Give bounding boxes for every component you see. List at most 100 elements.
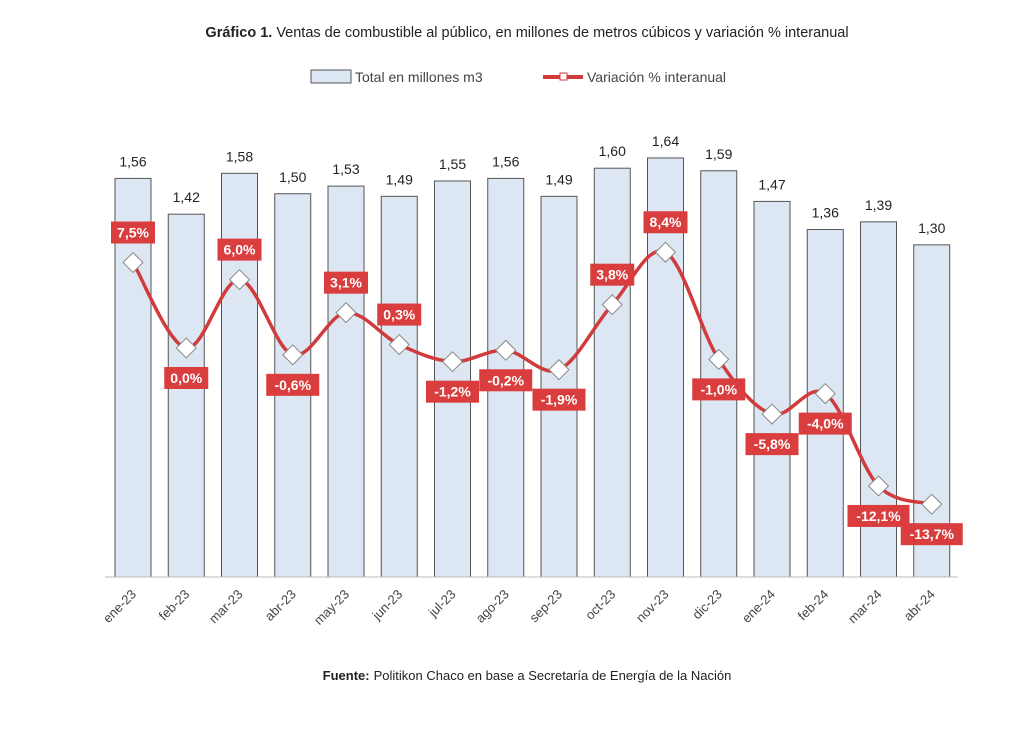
variation-marker [921,493,943,515]
bar-value-label: 1,49 [386,171,413,187]
variation-marker [228,268,251,291]
bar [540,195,578,578]
x-tick-label: mar-23 [206,587,246,627]
bar-value-label: 1,30 [918,220,945,236]
variation-marker [282,344,304,366]
variation-marker [388,333,410,356]
legend-line-label: Variación % interanual [587,69,726,85]
x-tick-label: ene-24 [739,587,778,626]
x-tick-label: ago-23 [473,587,512,626]
source-note: Fuente: Politikon Chaco en base a Secreta… [323,668,732,683]
variation-label: -1,2% [434,384,471,400]
variation-marker [122,251,144,274]
variation-marker [654,241,677,263]
variation-label-bg [532,388,586,411]
x-tick-label: feb-24 [795,587,832,624]
legend-bar-label: Total en millones m3 [355,69,483,85]
bar [327,185,365,578]
bar-value-label: 1,59 [705,146,732,162]
x-tick-label: may-23 [311,587,352,628]
variation-marker [708,348,730,371]
variation-label: -5,8% [754,436,791,452]
variation-label-bg [377,303,422,326]
variation-label-bg [643,211,688,234]
x-tick-label: sep-23 [526,587,565,626]
variation-label-bg [745,433,799,456]
x-tick-label: nov-23 [633,587,672,626]
legend-line-marker [559,72,568,81]
variation-label-bg [479,369,533,392]
bar-value-label: 1,55 [439,156,466,172]
variation-label: -13,7% [910,526,955,542]
x-tick-label: ene-23 [100,587,139,626]
x-tick-label: oct-23 [582,587,618,623]
bar [221,172,258,578]
bar-value-label: 1,58 [226,148,253,164]
variation-label: 8,4% [650,214,682,230]
x-tick-label: jun-23 [369,587,406,624]
variation-marker [335,302,357,324]
x-tick-label: mar-24 [845,587,885,627]
variation-label: 3,1% [330,275,362,291]
variation-label: 3,8% [596,267,628,283]
variation-marker [867,475,890,497]
variation-label-bg [590,263,635,286]
variation-label-bg [692,378,746,401]
variation-label-bg [164,367,209,389]
bar-value-label: 1,50 [279,169,306,185]
bar-value-label: 1,64 [652,133,679,149]
bar-value-label: 1,60 [599,143,626,159]
x-tick-label: jul-23 [425,587,459,621]
variation-label-bg [900,523,963,546]
variation-label-bg [324,271,368,294]
bar-value-label: 1,53 [332,161,359,177]
bar-value-label: 1,56 [492,153,519,169]
bar-value-label: 1,49 [545,171,572,187]
variation-label-bg [798,412,852,435]
legend-bar-swatch [310,69,352,84]
bar [700,170,738,578]
bar [434,180,471,578]
variation-label-bg [111,221,155,244]
chart-title: Gráfico 1. Ventas de combustible al públi… [205,25,848,41]
variation-label-bg [426,380,479,403]
variation-marker [548,359,570,381]
bar [380,195,418,578]
bar-value-label: 1,56 [119,153,146,169]
bar [913,244,951,578]
bar-value-label: 1,36 [812,205,839,221]
variation-line [131,249,933,506]
variation-label: -1,9% [541,392,578,408]
x-tick-label: abr-24 [901,587,938,624]
variation-label: -4,0% [807,416,844,432]
variation-label-bg [217,238,262,261]
variation-label: -0,6% [274,377,311,393]
variation-marker [601,294,623,316]
variation-label-bg [847,504,910,527]
variation-marker [495,339,517,361]
x-tick-label: feb-23 [156,587,193,624]
bar-value-label: 1,47 [758,176,785,192]
bar [593,167,631,578]
variation-label: 0,0% [170,370,202,386]
bar-value-label: 1,39 [865,197,892,213]
variation-label: 0,3% [383,307,415,323]
variation-label: 7,5% [117,225,149,241]
variation-label: -1,0% [700,381,737,397]
bar [167,213,205,578]
bar-value-label: 1,42 [173,189,200,205]
variation-marker [761,403,783,425]
bar [753,200,791,578]
variation-marker [175,337,197,359]
legend: Total en millones m3 Variación % interan… [310,69,726,85]
variation-marker [441,351,464,373]
x-tick-label: abr-23 [262,587,299,624]
variation-label: 6,0% [224,242,256,258]
variation-marker [814,382,836,405]
variation-label-bg [266,373,320,396]
x-tick-label: dic-23 [689,587,725,623]
variation-label: -0,2% [487,372,524,388]
variation-label: -12,1% [856,508,901,524]
